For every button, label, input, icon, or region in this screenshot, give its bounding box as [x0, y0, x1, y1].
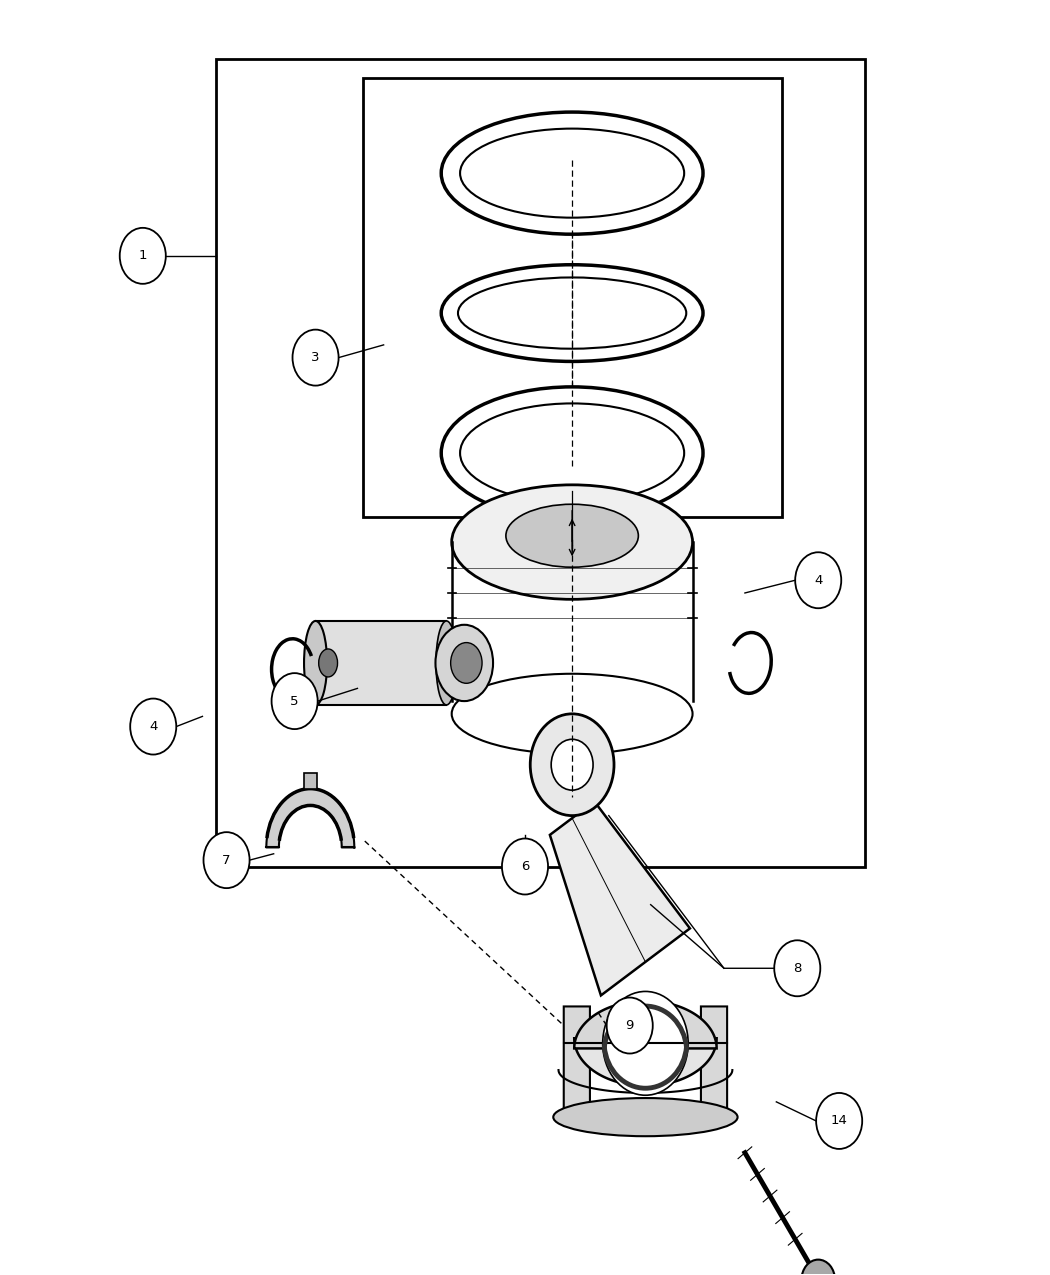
- Polygon shape: [701, 1006, 727, 1130]
- Ellipse shape: [441, 265, 704, 361]
- Polygon shape: [564, 1006, 590, 1130]
- Polygon shape: [574, 1001, 717, 1048]
- Circle shape: [530, 714, 614, 816]
- Text: 9: 9: [626, 1019, 634, 1031]
- Polygon shape: [574, 1038, 717, 1086]
- Ellipse shape: [436, 621, 457, 705]
- Text: 5: 5: [291, 695, 299, 708]
- Circle shape: [607, 997, 653, 1053]
- Polygon shape: [304, 774, 317, 789]
- Bar: [362, 78, 781, 516]
- Circle shape: [293, 330, 338, 385]
- Ellipse shape: [441, 386, 704, 519]
- Circle shape: [120, 228, 166, 284]
- Polygon shape: [267, 789, 354, 848]
- Ellipse shape: [460, 403, 685, 502]
- Ellipse shape: [441, 112, 704, 235]
- Circle shape: [801, 1260, 835, 1275]
- Circle shape: [204, 833, 250, 889]
- Text: 6: 6: [521, 861, 529, 873]
- Circle shape: [502, 839, 548, 895]
- Ellipse shape: [460, 129, 685, 218]
- Ellipse shape: [458, 278, 687, 348]
- Text: 7: 7: [223, 854, 231, 867]
- Bar: [316, 621, 446, 705]
- Circle shape: [603, 992, 688, 1095]
- Ellipse shape: [450, 643, 482, 683]
- Text: 4: 4: [814, 574, 822, 586]
- Ellipse shape: [452, 484, 693, 599]
- Circle shape: [795, 552, 841, 608]
- Circle shape: [272, 673, 318, 729]
- Text: 14: 14: [831, 1114, 847, 1127]
- Ellipse shape: [319, 649, 337, 677]
- Bar: [216, 59, 865, 867]
- Ellipse shape: [452, 673, 693, 754]
- Circle shape: [816, 1093, 862, 1149]
- Text: 1: 1: [139, 250, 147, 263]
- Ellipse shape: [436, 625, 494, 701]
- Circle shape: [774, 940, 820, 996]
- Ellipse shape: [506, 504, 638, 567]
- Circle shape: [551, 740, 593, 790]
- Circle shape: [130, 699, 176, 755]
- Text: 8: 8: [793, 961, 801, 975]
- Polygon shape: [550, 802, 690, 996]
- Ellipse shape: [553, 1098, 737, 1136]
- Text: 3: 3: [311, 351, 320, 365]
- Ellipse shape: [304, 621, 328, 705]
- Text: 4: 4: [149, 720, 158, 733]
